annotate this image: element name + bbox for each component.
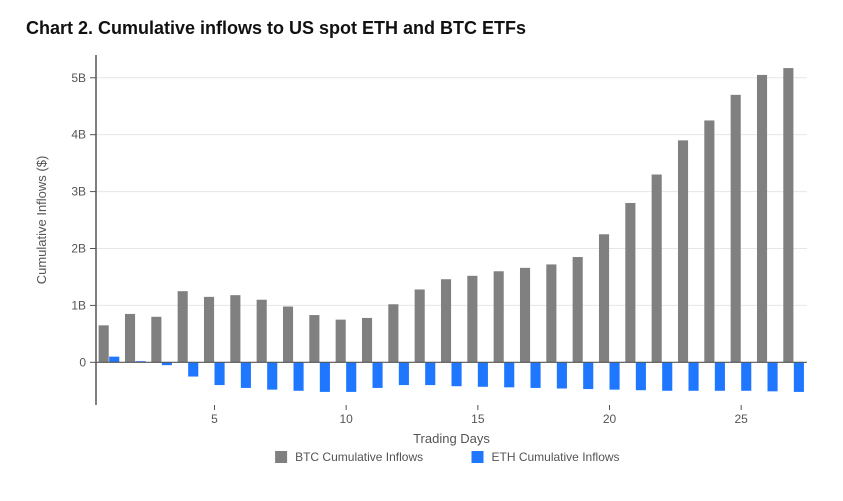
y-tick-label: 4B xyxy=(71,128,86,142)
btc-bar xyxy=(125,314,135,362)
btc-bar xyxy=(388,304,398,362)
btc-bar xyxy=(573,257,583,362)
btc-bar xyxy=(336,320,346,363)
btc-bar xyxy=(441,279,451,362)
btc-bar xyxy=(178,291,188,362)
eth-bar xyxy=(478,362,488,386)
x-tick-label: 10 xyxy=(339,412,353,426)
btc-bar xyxy=(757,75,767,362)
eth-bar xyxy=(610,362,620,389)
btc-bar xyxy=(652,175,662,363)
btc-bar xyxy=(520,268,530,362)
btc-bar xyxy=(731,95,741,362)
y-tick-label: 2B xyxy=(71,241,86,255)
eth-bar xyxy=(399,362,409,385)
eth-bar xyxy=(215,362,225,385)
btc-bar xyxy=(599,234,609,362)
eth-bar xyxy=(373,362,383,388)
btc-bar xyxy=(283,307,293,363)
eth-bar xyxy=(662,362,672,390)
y-tick-label: 0 xyxy=(79,355,86,369)
eth-bar xyxy=(320,362,330,392)
btc-bar xyxy=(625,203,635,362)
eth-bar xyxy=(715,362,725,390)
btc-bar xyxy=(230,295,240,362)
eth-bar xyxy=(531,362,541,388)
btc-bar xyxy=(546,264,556,362)
x-tick-label: 20 xyxy=(603,412,617,426)
y-axis-label: Cumulative Inflows ($) xyxy=(34,156,49,285)
x-axis-label: Trading Days xyxy=(413,431,490,446)
eth-bar xyxy=(689,362,699,390)
btc-bar xyxy=(678,140,688,362)
eth-bar xyxy=(741,362,751,390)
x-tick-label: 25 xyxy=(734,412,748,426)
x-tick-label: 15 xyxy=(471,412,485,426)
eth-bar xyxy=(346,362,356,392)
eth-bar xyxy=(452,362,462,386)
btc-bar xyxy=(494,271,504,362)
legend-swatch xyxy=(472,451,484,463)
eth-bar xyxy=(294,362,304,390)
eth-bar xyxy=(794,362,804,392)
btc-bar xyxy=(99,325,109,362)
page: Chart 2. Cumulative inflows to US spot E… xyxy=(0,0,843,501)
eth-bar xyxy=(636,362,646,390)
legend-swatch xyxy=(275,451,287,463)
btc-bar xyxy=(362,318,372,362)
btc-bar xyxy=(704,120,714,362)
btc-bar xyxy=(309,315,319,362)
chart-svg: 0 1B 2B 3B 4B 5B 5 10 15 20 25 Trading Days Cumulati… xyxy=(24,47,819,477)
btc-bar xyxy=(151,317,161,363)
btc-bar xyxy=(257,300,267,363)
chart-title: Chart 2. Cumulative inflows to US spot E… xyxy=(26,18,819,39)
legend-label: ETH Cumulative Inflows xyxy=(492,450,620,464)
y-tick-label: 5B xyxy=(71,71,86,85)
eth-bar xyxy=(241,362,251,388)
btc-bar xyxy=(783,68,793,362)
y-tick-label: 3B xyxy=(71,185,86,199)
eth-bar xyxy=(557,362,567,388)
btc-bar xyxy=(415,289,425,362)
eth-bar xyxy=(109,357,119,363)
chart-container: 0 1B 2B 3B 4B 5B 5 10 15 20 25 Trading Days Cumulati… xyxy=(24,47,819,487)
eth-bar xyxy=(768,362,778,391)
y-tick-label: 1B xyxy=(71,298,86,312)
eth-bar xyxy=(267,362,277,389)
eth-bar xyxy=(504,362,514,387)
eth-bar xyxy=(425,362,435,385)
chart-background xyxy=(24,47,819,477)
eth-bar xyxy=(583,362,593,389)
eth-bar xyxy=(188,362,198,376)
x-tick-label: 5 xyxy=(211,412,218,426)
legend-label: BTC Cumulative Inflows xyxy=(295,450,423,464)
btc-bar xyxy=(467,276,477,363)
btc-bar xyxy=(204,297,214,362)
